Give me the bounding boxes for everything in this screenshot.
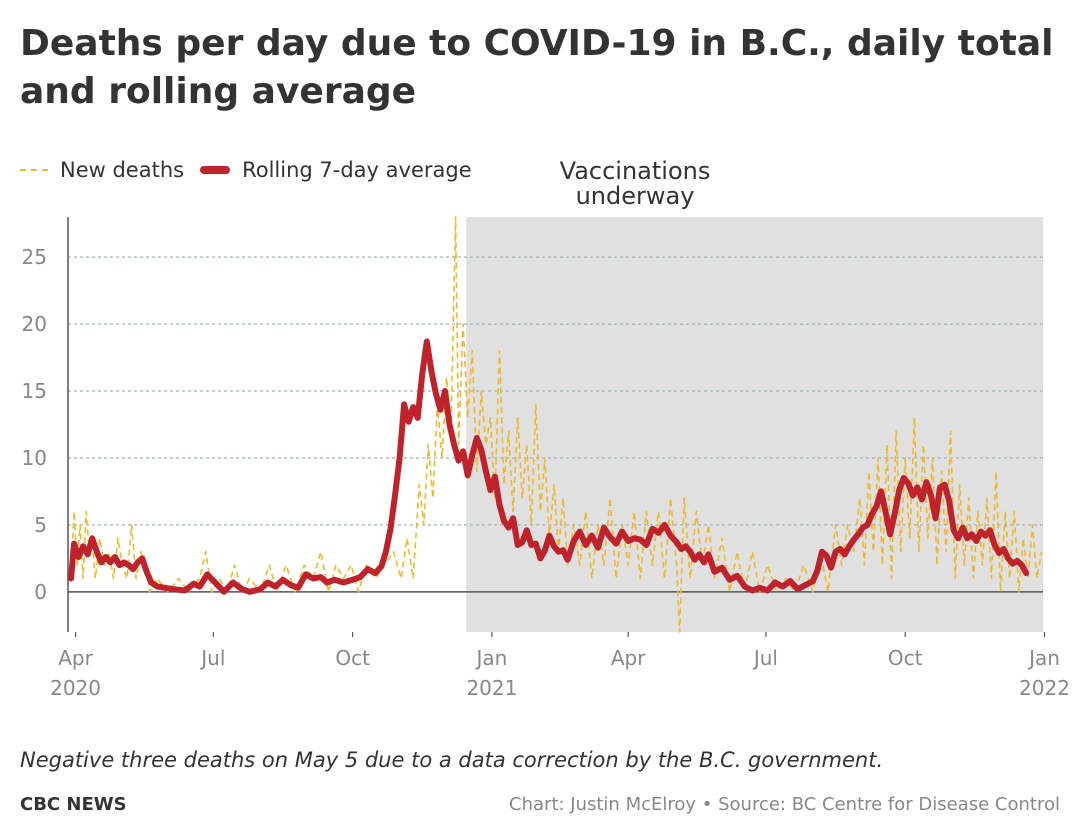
legend-item-new-deaths: New deaths bbox=[20, 158, 184, 182]
legend-swatch-dashed bbox=[20, 169, 48, 171]
legend: New deaths Rolling 7-day average bbox=[20, 155, 488, 185]
y-tick-label: 0 bbox=[34, 580, 47, 604]
x-tick-label: Oct bbox=[335, 646, 370, 670]
y-tick-label: 25 bbox=[22, 245, 47, 269]
x-tick-label: Jan bbox=[1027, 646, 1060, 670]
x-tick-label: Jan bbox=[474, 646, 507, 670]
x-tick-label: Oct bbox=[888, 646, 923, 670]
y-tick-labels: 0 5 10 15 20 25 bbox=[22, 245, 47, 604]
legend-item-rolling-average: Rolling 7-day average bbox=[200, 158, 472, 182]
credit-line: Chart: Justin McElroy • Source: BC Centr… bbox=[509, 794, 1060, 815]
x-tick-year-label: 2021 bbox=[466, 676, 517, 700]
legend-swatch-thick bbox=[200, 166, 231, 174]
legend-label-new-deaths: New deaths bbox=[60, 158, 185, 182]
x-tick-year-label: 2022 bbox=[1019, 676, 1070, 700]
footnote: Negative three deaths on May 5 due to a … bbox=[20, 748, 884, 772]
series-rolling-average-line bbox=[68, 338, 1030, 595]
y-tick-label: 20 bbox=[22, 312, 47, 336]
axes bbox=[67, 217, 1046, 637]
x-tick-label: Apr bbox=[58, 646, 93, 670]
y-tick-label: 5 bbox=[34, 513, 47, 537]
series-layer bbox=[68, 216, 1043, 633]
y-tick-label: 10 bbox=[22, 446, 47, 470]
chart-title: Deaths per day due to COVID-19 in B.C., … bbox=[20, 23, 1054, 112]
y-tick-label: 15 bbox=[22, 379, 47, 403]
x-tick-labels: Apr 2020 Jul Oct Jan 2021 Apr Jul Oct Jan 2022 bbox=[50, 646, 1070, 700]
gridlines bbox=[68, 256, 1043, 526]
vaccination-label-line: Vaccinations bbox=[560, 157, 711, 185]
brand-logo: CBC NEWS bbox=[20, 794, 127, 815]
series-new-deaths-line bbox=[70, 216, 1043, 633]
x-tick-label: Jul bbox=[752, 646, 778, 670]
vaccination-label-line: underway bbox=[576, 182, 695, 210]
x-tick-label: Jul bbox=[199, 646, 225, 670]
legend-label-rolling-average: Rolling 7-day average bbox=[242, 158, 472, 182]
vaccination-region bbox=[466, 217, 1043, 632]
x-tick-year-label: 2020 bbox=[50, 676, 101, 700]
x-tick-label: Apr bbox=[611, 646, 646, 670]
